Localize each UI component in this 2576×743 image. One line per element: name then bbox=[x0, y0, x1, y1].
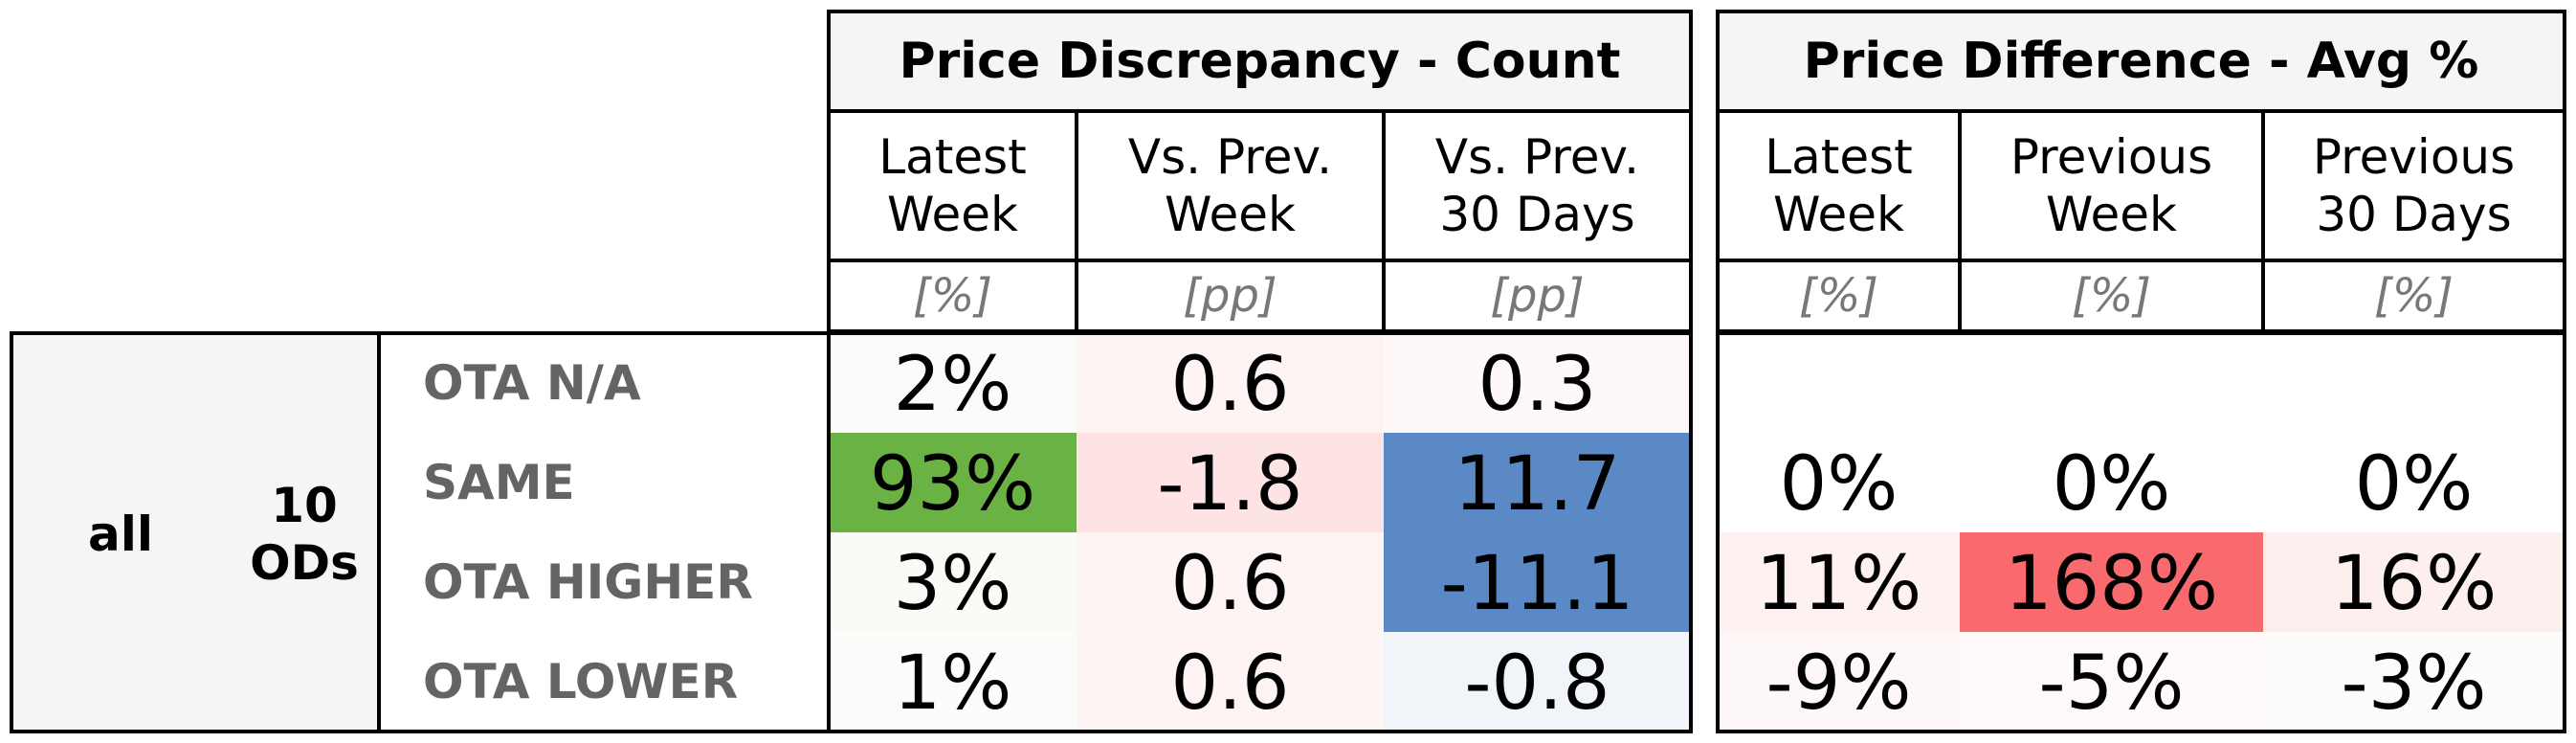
cell-bg-t1-r3-c2 bbox=[2263, 632, 2565, 732]
cell-bg-t0-r1-c1 bbox=[1077, 433, 1384, 532]
cell-bg-t1-r1-c1 bbox=[1960, 433, 2263, 532]
cell-value-t0-r0-c2: 0.3 bbox=[1477, 342, 1596, 428]
cell-value-t0-r0-c1: 0.6 bbox=[1170, 342, 1289, 428]
cell-bg-t1-r2-c1 bbox=[1960, 532, 2263, 632]
row-label-1: SAME bbox=[423, 455, 575, 510]
col-unit-t0-c0: [%] bbox=[913, 269, 992, 323]
cell-bg-t0-r2-c2 bbox=[1384, 532, 1691, 632]
col-header-t1-c1: Previous Week bbox=[2010, 129, 2212, 242]
cell-bg-t0-r0-c2 bbox=[1384, 333, 1691, 433]
cell-bg-t0-r0-c1 bbox=[1077, 333, 1384, 433]
cell-value-t1-r3-c1: -5% bbox=[2039, 641, 2185, 727]
col-unit-t1-c1: [%] bbox=[2072, 269, 2151, 323]
cell-value-t1-r2-c0: 11% bbox=[1756, 541, 1921, 627]
cell-value-t0-r1-c1: -1.8 bbox=[1157, 441, 1302, 528]
table-title-bg-0 bbox=[829, 11, 1691, 111]
row-group-label: all bbox=[88, 507, 153, 562]
cell-bg-t0-r1-c0 bbox=[829, 433, 1077, 532]
cell-bg-t0-r3-c2 bbox=[1384, 632, 1691, 732]
cell-bg-t1-r0-c1 bbox=[1960, 333, 2263, 433]
cell-value-t1-r3-c2: -3% bbox=[2342, 641, 2487, 727]
row-label-2: OTA HIGHER bbox=[423, 554, 753, 610]
cell-value-t1-r2-c1: 168% bbox=[2005, 541, 2218, 627]
col-header-t0-c2: Vs. Prev. 30 Days bbox=[1435, 129, 1639, 242]
cell-value-t0-r0-c0: 2% bbox=[894, 342, 1012, 428]
cell-bg-t0-r2-c1 bbox=[1077, 532, 1384, 632]
cell-bg-t1-r0-c2 bbox=[2263, 333, 2565, 433]
col-unit-t0-c1: [pp] bbox=[1183, 269, 1277, 323]
cell-bg-t1-r0-c0 bbox=[1718, 333, 1960, 433]
cell-value-t1-r1-c1: 0% bbox=[2053, 441, 2171, 528]
cell-bg-t1-r1-c0 bbox=[1718, 433, 1960, 532]
col-unit-t1-c0: [%] bbox=[1799, 269, 1878, 323]
row-label-0: OTA N/A bbox=[423, 355, 641, 411]
cell-value-t0-r1-c0: 93% bbox=[870, 441, 1035, 528]
cell-value-t1-r1-c0: 0% bbox=[1780, 441, 1899, 528]
col-header-t0-c1: Vs. Prev. Week bbox=[1128, 129, 1332, 242]
cell-bg-t1-r2-c0 bbox=[1718, 532, 1960, 632]
table-title-bg-1 bbox=[1718, 11, 2565, 111]
col-header-t1-c0: Latest Week bbox=[1765, 129, 1913, 242]
cell-value-t1-r3-c0: -9% bbox=[1766, 641, 1912, 727]
cell-value-t0-r2-c0: 3% bbox=[894, 541, 1012, 627]
col-unit-t0-c2: [pp] bbox=[1490, 269, 1584, 323]
row-group-bg bbox=[11, 333, 379, 732]
cell-bg-t1-r2-c2 bbox=[2263, 532, 2565, 632]
table-title-0: Price Discrepancy - Count bbox=[899, 33, 1620, 90]
cell-bg-t0-r1-c2 bbox=[1384, 433, 1691, 532]
cell-bg-t1-r3-c0 bbox=[1718, 632, 1960, 732]
table-title-1: Price Difference - Avg % bbox=[1804, 33, 2479, 90]
cell-bg-t0-r2-c0 bbox=[829, 532, 1077, 632]
cell-bg-t1-r3-c1 bbox=[1960, 632, 2263, 732]
col-unit-t1-c2: [%] bbox=[2374, 269, 2454, 323]
cell-value-t1-r1-c2: 0% bbox=[2355, 441, 2474, 528]
row-label-border bbox=[10, 331, 831, 733]
cell-bg-t0-r3-c1 bbox=[1077, 632, 1384, 732]
cell-value-t0-r2-c2: -11.1 bbox=[1441, 541, 1634, 627]
cell-value-t0-r3-c2: -0.8 bbox=[1464, 641, 1610, 727]
cell-value-t0-r1-c2: 11.7 bbox=[1455, 441, 1621, 528]
row-group-sublabel: 10 ODs bbox=[250, 478, 359, 591]
cell-bg-t1-r1-c2 bbox=[2263, 433, 2565, 532]
cell-value-t1-r2-c2: 16% bbox=[2331, 541, 2497, 627]
cell-value-t0-r3-c1: 0.6 bbox=[1170, 641, 1289, 727]
cell-bg-t0-r0-c0 bbox=[829, 333, 1077, 433]
body-border-1 bbox=[1716, 331, 2566, 733]
col-header-t1-c2: Previous 30 Days bbox=[2313, 129, 2515, 242]
cell-bg-t0-r3-c0 bbox=[829, 632, 1077, 732]
cell-value-t0-r2-c1: 0.6 bbox=[1170, 541, 1289, 627]
col-header-t0-c0: Latest Week bbox=[878, 129, 1027, 242]
row-label-3: OTA LOWER bbox=[423, 654, 738, 709]
cell-value-t0-r3-c0: 1% bbox=[894, 641, 1012, 727]
